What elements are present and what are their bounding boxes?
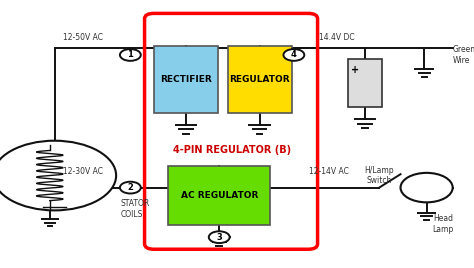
Text: 12-30V AC: 12-30V AC (63, 166, 103, 176)
Text: RECTIFIER: RECTIFIER (160, 75, 212, 84)
Text: REGULATOR: REGULATOR (229, 75, 290, 84)
Text: H/Lamp
Switch: H/Lamp Switch (365, 166, 394, 185)
Circle shape (120, 182, 141, 193)
Text: 4: 4 (291, 50, 297, 59)
Bar (348, 59, 382, 107)
Text: Green
Wire: Green Wire (453, 45, 474, 65)
Text: 2: 2 (128, 183, 133, 192)
Text: 4-PIN REGULATOR (B): 4-PIN REGULATOR (B) (173, 145, 292, 155)
Text: STATOR
COILS: STATOR COILS (121, 199, 150, 219)
Text: 12-14V AC: 12-14V AC (310, 166, 349, 176)
Circle shape (120, 49, 141, 61)
Text: 3: 3 (216, 233, 222, 242)
Circle shape (401, 173, 453, 202)
Text: +: + (351, 65, 360, 75)
Bar (154, 46, 218, 113)
Circle shape (283, 49, 304, 61)
Text: Head
Lamp: Head Lamp (433, 214, 454, 234)
Bar (228, 46, 292, 113)
Circle shape (209, 231, 229, 243)
Text: AC REGULATOR: AC REGULATOR (181, 191, 258, 200)
Text: 12-50V AC: 12-50V AC (63, 32, 103, 42)
Text: 14.4V DC: 14.4V DC (319, 32, 355, 42)
Text: 1: 1 (128, 50, 133, 59)
Circle shape (0, 141, 116, 210)
Bar (168, 166, 270, 225)
